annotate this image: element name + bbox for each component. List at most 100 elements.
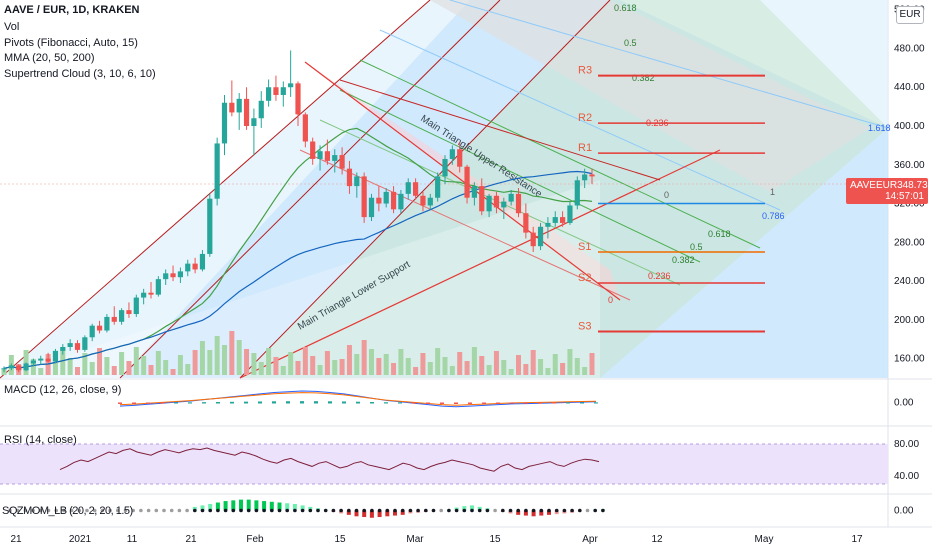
candle-body <box>148 292 154 295</box>
volume-bar <box>413 367 419 375</box>
osc-dot <box>254 508 259 513</box>
x-tick-label: 21 <box>10 534 22 545</box>
osc-dot <box>69 508 74 513</box>
indicator-legend-item[interactable]: Vol <box>4 21 20 33</box>
volume-bar <box>185 364 191 375</box>
macd-histogram-bar <box>188 402 192 404</box>
osc-dot <box>46 508 51 513</box>
osc-dot <box>270 508 274 513</box>
candle-body <box>288 83 294 88</box>
osc-dot <box>31 508 35 513</box>
osc-dot <box>239 508 243 513</box>
macd-histogram-bar <box>524 402 528 404</box>
candle-body <box>471 186 477 198</box>
osc-bar <box>300 505 305 511</box>
osc-dot <box>562 508 567 513</box>
osc-dot <box>185 508 189 513</box>
macd-histogram-bar <box>538 402 542 404</box>
candle-body <box>457 149 463 167</box>
volume-bar <box>214 336 220 375</box>
candle-body <box>243 98 250 126</box>
candle-body <box>449 149 455 159</box>
candle-body <box>8 365 14 369</box>
resistance-line <box>339 79 661 181</box>
indicator-legend-item[interactable]: Supertrend Cloud (3, 10, 6, 10) <box>4 67 156 80</box>
osc-dot <box>92 508 97 513</box>
candle-body <box>96 325 103 331</box>
symbol-title[interactable]: AAVE / EUR, 1D, KRAKEN <box>4 4 140 16</box>
candle-body <box>398 193 404 210</box>
macd-histogram-bar <box>384 402 388 404</box>
fib-fan-line <box>359 59 761 249</box>
osc-bar <box>231 500 236 511</box>
volume-bar <box>464 361 470 375</box>
y-tick-label: 360.00 <box>894 160 925 171</box>
osc-dot <box>393 508 397 513</box>
x-tick-label: Mar <box>406 534 424 545</box>
candle-body <box>310 141 316 159</box>
volume-bar <box>339 359 345 375</box>
macd-histogram-bar <box>146 402 150 404</box>
volume-bar <box>317 365 323 375</box>
volume-bar <box>493 351 499 375</box>
osc-dot <box>323 508 328 513</box>
volume-bar <box>516 355 521 375</box>
x-tick-label: 11 <box>127 534 138 545</box>
osc-bar <box>200 505 205 511</box>
volume-bar <box>486 365 492 375</box>
osc-dot <box>531 508 536 513</box>
x-tick-label: 12 <box>651 534 663 545</box>
macd-histogram-bar <box>496 402 500 404</box>
osc-dot <box>524 508 528 513</box>
macd-label[interactable]: MACD (12, 26, close, 9) <box>4 384 122 396</box>
currency-button[interactable]: EUR <box>896 6 924 24</box>
osc-dot <box>293 508 297 513</box>
candle-body <box>413 182 419 196</box>
indicator-legend-item[interactable]: MMA (20, 50, 200) <box>4 52 95 64</box>
triangle-lower-line <box>239 149 721 379</box>
osc-bar <box>292 503 297 511</box>
badge-countdown: 14:57:01 <box>885 191 924 202</box>
y-tick-label: 160.00 <box>894 354 925 365</box>
y-tick-label: 320.00 <box>894 199 925 210</box>
osc-dot <box>354 508 359 513</box>
osc-bar <box>470 505 474 511</box>
osc-bar <box>246 499 251 511</box>
fib-fan-line <box>449 0 889 129</box>
volume-bar <box>52 363 58 375</box>
macd-histogram-bar <box>370 401 374 404</box>
osc-bar <box>239 499 243 511</box>
pivot-label: R2 <box>578 112 592 124</box>
volume-bar <box>192 350 198 375</box>
y-tick-label: 280.00 <box>894 237 925 248</box>
candle-body <box>170 273 176 278</box>
osc-label[interactable]: SQZMOM_LB (20, 2, 20, 1.5) <box>2 505 133 517</box>
osc-dot <box>54 508 58 513</box>
candle-body <box>324 151 330 161</box>
volume-bar <box>288 352 294 375</box>
candle-body <box>266 87 272 101</box>
osc-bar <box>554 510 559 515</box>
candle-body <box>192 263 198 270</box>
osc-dot <box>39 508 43 513</box>
volume-bar <box>199 341 205 375</box>
signal-line <box>119 392 597 406</box>
osc-bar <box>262 501 267 511</box>
volume-bar <box>38 368 44 375</box>
volume-bar <box>354 354 360 375</box>
osc-bar <box>285 503 290 511</box>
rsi-label[interactable]: RSI (14, close) <box>4 434 77 446</box>
rsi-tick: 40.00 <box>894 471 919 482</box>
osc-dot <box>593 508 597 513</box>
macd-histogram-bar <box>230 401 234 404</box>
candle-body <box>442 158 448 177</box>
candle-body <box>185 263 191 272</box>
indicator-legend-item[interactable]: Pivots (Fibonacci, Auto, 15) <box>4 36 138 49</box>
osc-bar <box>362 510 367 518</box>
candle-body <box>280 87 286 95</box>
x-tick-label: 17 <box>851 534 863 545</box>
fib-label: 0 <box>664 190 669 200</box>
candle-body <box>361 176 367 218</box>
volume-bar <box>170 369 176 375</box>
